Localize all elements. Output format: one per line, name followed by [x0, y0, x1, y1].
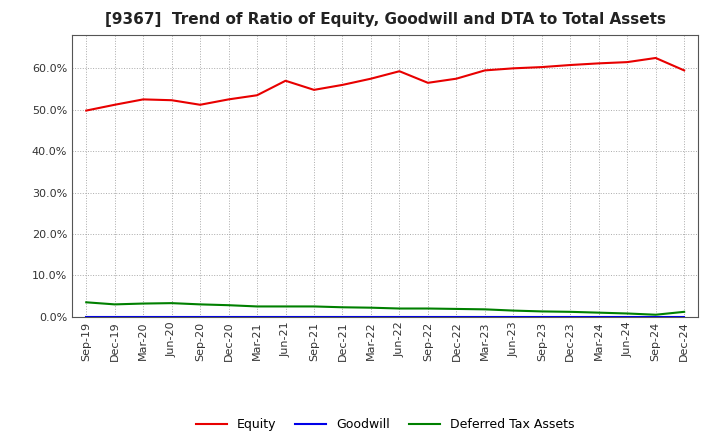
Title: [9367]  Trend of Ratio of Equity, Goodwill and DTA to Total Assets: [9367] Trend of Ratio of Equity, Goodwil… — [104, 12, 666, 27]
Legend: Equity, Goodwill, Deferred Tax Assets: Equity, Goodwill, Deferred Tax Assets — [191, 413, 580, 436]
Deferred Tax Assets — [537, 309, 546, 314]
Equity — [566, 62, 575, 68]
Equity — [82, 108, 91, 113]
Equity — [196, 102, 204, 107]
Equity — [167, 98, 176, 103]
Goodwill — [110, 314, 119, 319]
Deferred Tax Assets — [167, 301, 176, 306]
Goodwill — [509, 314, 518, 319]
Deferred Tax Assets — [509, 308, 518, 313]
Line: Deferred Tax Assets: Deferred Tax Assets — [86, 302, 684, 315]
Goodwill — [652, 314, 660, 319]
Goodwill — [253, 314, 261, 319]
Equity — [253, 92, 261, 98]
Deferred Tax Assets — [452, 306, 461, 312]
Equity — [282, 78, 290, 84]
Equity — [680, 68, 688, 73]
Equity — [139, 97, 148, 102]
Goodwill — [423, 314, 432, 319]
Goodwill — [595, 314, 603, 319]
Goodwill — [537, 314, 546, 319]
Goodwill — [82, 314, 91, 319]
Goodwill — [480, 314, 489, 319]
Deferred Tax Assets — [282, 304, 290, 309]
Deferred Tax Assets — [139, 301, 148, 306]
Goodwill — [167, 314, 176, 319]
Goodwill — [196, 314, 204, 319]
Equity — [509, 66, 518, 71]
Goodwill — [225, 314, 233, 319]
Goodwill — [452, 314, 461, 319]
Equity — [595, 61, 603, 66]
Goodwill — [282, 314, 290, 319]
Goodwill — [623, 314, 631, 319]
Equity — [652, 55, 660, 61]
Deferred Tax Assets — [566, 309, 575, 315]
Deferred Tax Assets — [623, 311, 631, 316]
Equity — [338, 82, 347, 88]
Deferred Tax Assets — [110, 302, 119, 307]
Equity — [110, 102, 119, 107]
Goodwill — [366, 314, 375, 319]
Deferred Tax Assets — [652, 312, 660, 317]
Deferred Tax Assets — [680, 309, 688, 315]
Deferred Tax Assets — [338, 304, 347, 310]
Equity — [537, 64, 546, 70]
Equity — [395, 69, 404, 74]
Deferred Tax Assets — [423, 306, 432, 311]
Deferred Tax Assets — [253, 304, 261, 309]
Goodwill — [338, 314, 347, 319]
Deferred Tax Assets — [82, 300, 91, 305]
Equity — [366, 76, 375, 81]
Equity — [423, 80, 432, 85]
Deferred Tax Assets — [395, 306, 404, 311]
Line: Equity: Equity — [86, 58, 684, 110]
Deferred Tax Assets — [310, 304, 318, 309]
Equity — [452, 76, 461, 81]
Deferred Tax Assets — [196, 302, 204, 307]
Equity — [623, 59, 631, 65]
Equity — [225, 97, 233, 102]
Goodwill — [566, 314, 575, 319]
Goodwill — [395, 314, 404, 319]
Equity — [480, 68, 489, 73]
Goodwill — [680, 314, 688, 319]
Deferred Tax Assets — [480, 307, 489, 312]
Equity — [310, 87, 318, 92]
Deferred Tax Assets — [366, 305, 375, 310]
Goodwill — [139, 314, 148, 319]
Deferred Tax Assets — [595, 310, 603, 315]
Deferred Tax Assets — [225, 303, 233, 308]
Goodwill — [310, 314, 318, 319]
